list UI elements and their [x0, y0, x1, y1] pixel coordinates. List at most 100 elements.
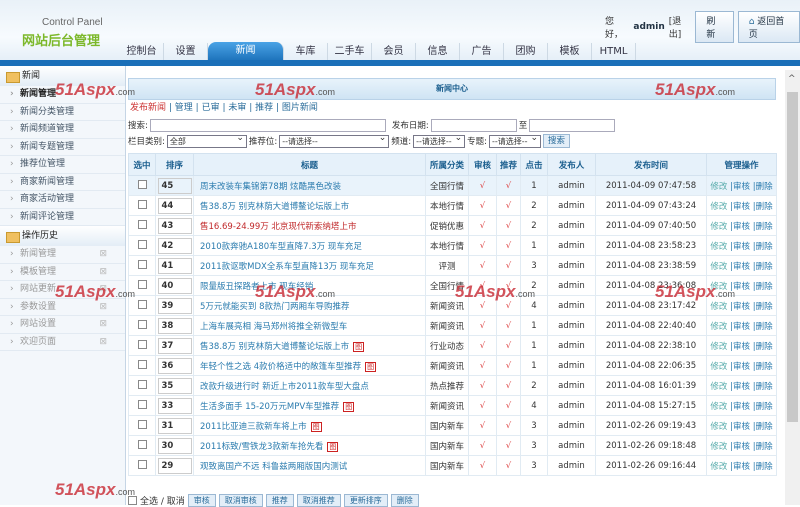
op-edit-link[interactable]: 修改	[710, 181, 728, 192]
bulk-button[interactable]: 删除	[390, 494, 419, 507]
op-approve-link[interactable]: 审核	[732, 241, 750, 252]
scroll-up-icon[interactable]: ^	[788, 74, 796, 84]
order-input[interactable]: 40	[157, 277, 192, 294]
op-approve-link[interactable]: 审核	[732, 401, 750, 412]
row-checkbox[interactable]	[137, 359, 147, 369]
row-checkbox[interactable]	[137, 399, 147, 409]
order-input[interactable]: 30	[157, 437, 192, 454]
order-input[interactable]: 43	[157, 217, 192, 234]
op-edit-link[interactable]: 修改	[710, 201, 728, 212]
sidebar-item[interactable]: 商家活动管理	[0, 191, 125, 209]
op-delete-link[interactable]: 删除	[755, 261, 773, 272]
scrollbar[interactable]: ^	[785, 70, 800, 505]
order-input[interactable]: 29	[157, 457, 192, 474]
row-checkbox[interactable]	[137, 239, 147, 249]
search-input[interactable]	[149, 118, 386, 132]
op-delete-link[interactable]: 删除	[755, 361, 773, 372]
op-edit-link[interactable]: 修改	[710, 461, 728, 472]
select-all-label[interactable]: 全选 / 取消	[140, 497, 185, 507]
panel-link[interactable]: 推荐	[255, 103, 274, 113]
op-approve-link[interactable]: 审核	[732, 341, 750, 352]
op-edit-link[interactable]: 修改	[710, 301, 728, 312]
tab-9[interactable]: 模板	[548, 43, 592, 61]
recommend-select[interactable]: --请选择--	[279, 133, 390, 148]
title-link[interactable]: 2011比亚迪三款新车将上市	[200, 421, 307, 432]
order-input[interactable]: 33	[157, 397, 192, 414]
row-checkbox[interactable]	[137, 179, 147, 189]
title-link[interactable]: 2011款讴歌MDX全系车型直降13万 现车充足	[200, 261, 374, 272]
row-checkbox[interactable]	[137, 439, 147, 449]
op-edit-link[interactable]: 修改	[710, 341, 728, 352]
order-input[interactable]: 38	[157, 317, 192, 334]
panel-link[interactable]: 发布新闻	[130, 103, 167, 113]
close-icon[interactable]: ⊠	[99, 249, 107, 259]
history-item[interactable]: 网站设置 ⊠	[0, 316, 125, 334]
row-checkbox[interactable]	[137, 319, 147, 329]
scrollbar-thumb[interactable]	[787, 92, 798, 422]
op-edit-link[interactable]: 修改	[710, 361, 728, 372]
close-icon[interactable]: ⊠	[99, 336, 107, 347]
sidebar-item[interactable]: 新闻管理	[0, 86, 125, 104]
op-delete-link[interactable]: 删除	[755, 201, 773, 212]
bulk-button[interactable]: 推荐	[265, 494, 294, 507]
bulk-button[interactable]: 取消审核	[218, 494, 263, 507]
title-link[interactable]: 周末改装车集锦第78期 炫酷黑色改装	[200, 181, 342, 192]
tab-5[interactable]: 会员	[372, 43, 416, 61]
op-delete-link[interactable]: 删除	[755, 281, 773, 292]
tab-8[interactable]: 团购	[504, 43, 548, 61]
op-edit-link[interactable]: 修改	[710, 441, 728, 452]
op-delete-link[interactable]: 删除	[755, 341, 773, 352]
op-approve-link[interactable]: 审核	[732, 221, 750, 232]
panel-link[interactable]: 未审	[228, 103, 247, 113]
op-edit-link[interactable]: 修改	[710, 221, 728, 232]
order-input[interactable]: 45	[157, 177, 192, 194]
channel-select[interactable]: --请选择--	[413, 133, 466, 148]
history-item[interactable]: 新闻管理 ⊠	[0, 246, 125, 264]
op-delete-link[interactable]: 删除	[755, 421, 773, 432]
sidebar-item[interactable]: 新闻频道管理	[0, 121, 125, 139]
row-checkbox[interactable]	[137, 279, 147, 289]
row-checkbox[interactable]	[137, 199, 147, 209]
history-item[interactable]: 模板管理 ⊠	[0, 264, 125, 281]
row-checkbox[interactable]	[137, 419, 147, 429]
date-from-input[interactable]	[430, 118, 517, 132]
op-edit-link[interactable]: 修改	[710, 421, 728, 432]
order-input[interactable]: 42	[157, 237, 192, 254]
op-approve-link[interactable]: 审核	[732, 261, 750, 272]
op-approve-link[interactable]: 审核	[732, 301, 750, 312]
sidebar-item[interactable]: 新闻专题管理	[0, 139, 125, 156]
sidebar-group-history[interactable]: 操作历史	[0, 226, 125, 246]
sidebar-item[interactable]: 新闻评论管理	[0, 209, 125, 226]
home-button[interactable]: ⌂ 返回首页	[737, 11, 800, 43]
bulk-button[interactable]: 取消推荐	[296, 494, 341, 507]
op-approve-link[interactable]: 审核	[732, 281, 750, 292]
order-input[interactable]: 36	[157, 357, 192, 374]
op-approve-link[interactable]: 审核	[732, 181, 750, 192]
order-input[interactable]: 31	[157, 417, 192, 434]
topic-select[interactable]: --请选择--	[489, 133, 541, 148]
row-checkbox[interactable]	[137, 299, 147, 309]
order-input[interactable]: 35	[157, 377, 192, 394]
tab-1[interactable]: 设置	[164, 43, 208, 61]
sidebar-item[interactable]: 商家新闻管理	[0, 174, 125, 191]
title-link[interactable]: 2010款奔驰A180车型直降7.3万 现车充足	[200, 241, 362, 252]
history-item[interactable]: 欢迎页面 ⊠	[0, 334, 125, 351]
op-edit-link[interactable]: 修改	[710, 381, 728, 392]
row-checkbox[interactable]	[137, 339, 147, 349]
op-edit-link[interactable]: 修改	[710, 401, 728, 412]
op-delete-link[interactable]: 删除	[755, 401, 773, 412]
close-icon[interactable]: ⊠	[99, 284, 107, 294]
order-input[interactable]: 39	[157, 297, 192, 314]
op-edit-link[interactable]: 修改	[710, 281, 728, 292]
title-link[interactable]: 2011标致/雪铁龙3款新车抢先看	[200, 441, 324, 452]
tab-4[interactable]: 二手车	[328, 43, 372, 61]
history-item[interactable]: 网站更新 ⊠	[0, 281, 125, 299]
order-input[interactable]: 37	[157, 337, 192, 354]
tab-7[interactable]: 广告	[460, 43, 504, 61]
op-approve-link[interactable]: 审核	[732, 441, 750, 452]
row-checkbox[interactable]	[137, 459, 147, 469]
row-checkbox[interactable]	[137, 379, 147, 389]
sidebar-item[interactable]: 新闻分类管理	[0, 104, 125, 121]
refresh-button[interactable]: 刷新	[695, 11, 734, 43]
sidebar-group-news[interactable]: 新闻	[0, 66, 125, 86]
